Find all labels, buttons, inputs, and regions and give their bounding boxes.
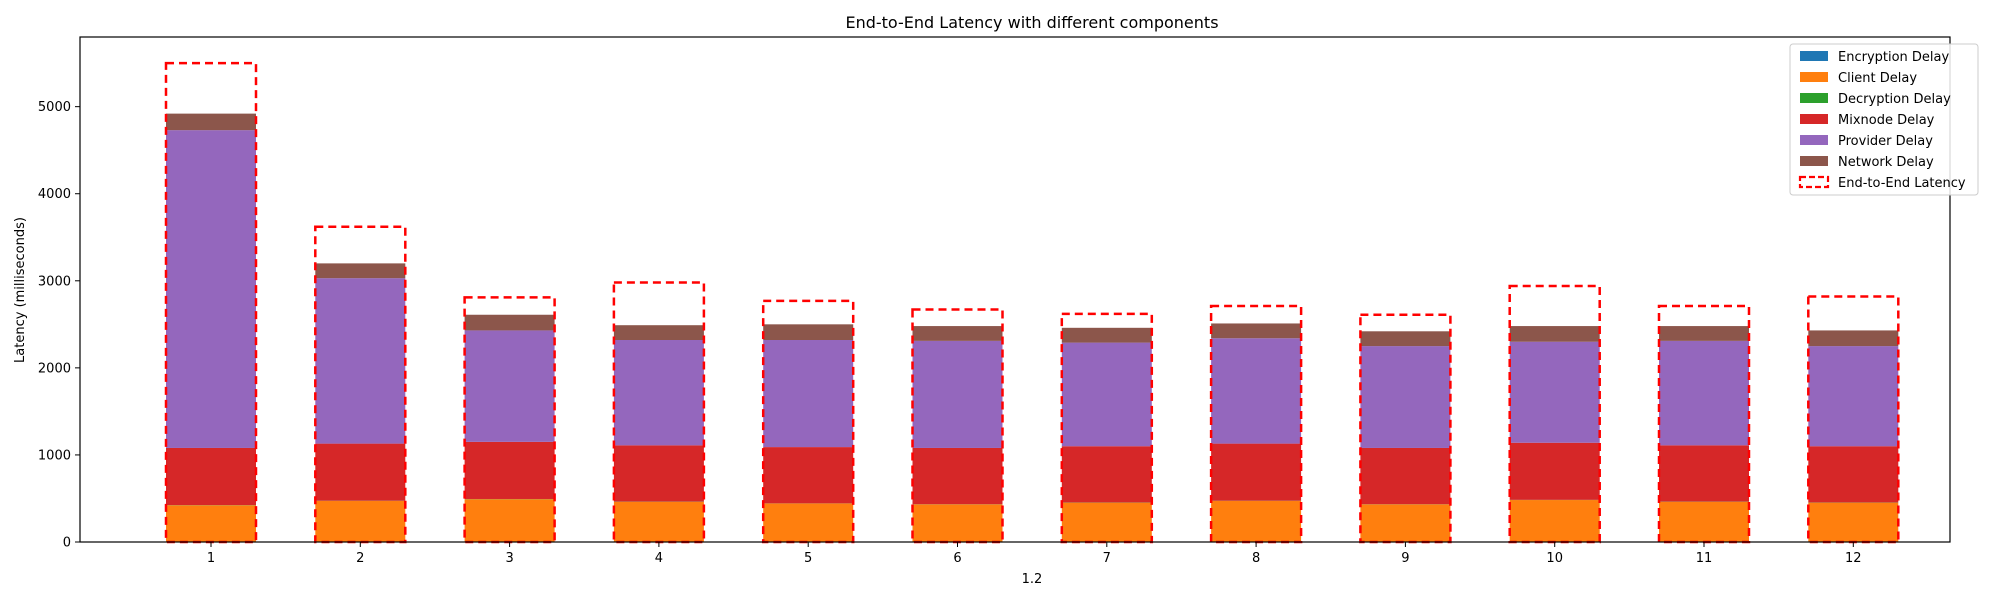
y-axis-ticks: 0 1000 2000 3000 4000 5000	[38, 100, 80, 551]
x-axis-label: 1.2	[1022, 572, 1043, 587]
bars-layer	[166, 113, 1899, 542]
bar-segment-client-delay	[1211, 500, 1302, 542]
bar-segment-client-delay	[613, 501, 704, 542]
bar-segment-network-delay	[613, 325, 704, 340]
x-tick-label: 6	[953, 551, 961, 566]
x-tick-label: 10	[1546, 551, 1563, 566]
bar-segment-provider-delay	[1061, 342, 1152, 447]
bar-segment-client-delay	[1509, 500, 1600, 542]
bar-segment-mixnode-delay	[1360, 447, 1451, 505]
bar-segment-network-delay	[1659, 326, 1749, 341]
x-tick-label: 12	[1845, 551, 1862, 566]
legend-swatch	[1800, 156, 1828, 166]
bar-segment-provider-delay	[613, 340, 704, 446]
bar-segment-network-delay	[1061, 327, 1152, 343]
y-tick-label: 1000	[38, 448, 71, 463]
bar-segment-mixnode-delay	[1808, 446, 1899, 503]
bar-segment-provider-delay	[763, 340, 854, 448]
x-tick-label: 3	[505, 551, 513, 566]
legend-label: Client Delay	[1838, 71, 1917, 86]
bar-segment-client-delay	[1808, 502, 1899, 542]
x-tick-label: 9	[1401, 551, 1409, 566]
bar-segment-provider-delay	[1659, 340, 1749, 446]
legend-label: Network Delay	[1838, 155, 1934, 170]
bar-segment-network-delay	[1808, 330, 1899, 347]
bar-segment-mixnode-delay	[763, 447, 854, 504]
legend-swatch	[1800, 72, 1828, 82]
bar-segment-mixnode-delay	[464, 441, 555, 499]
bar-segment-network-delay	[763, 324, 854, 340]
x-tick-label: 2	[356, 551, 364, 566]
bar-segment-network-delay	[166, 113, 256, 131]
bar-segment-network-delay	[1509, 326, 1600, 342]
legend-label: Encryption Delay	[1838, 50, 1950, 65]
bar-segment-client-delay	[464, 499, 555, 542]
bar-segment-network-delay	[912, 326, 1003, 341]
bar-segment-mixnode-delay	[1659, 445, 1749, 502]
bar-segment-client-delay	[763, 503, 854, 542]
x-axis-ticks: 1 2 3 4 5 6 7 8 9 10 11 12	[207, 542, 1862, 566]
bar-segment-network-delay	[1211, 323, 1302, 339]
legend-frame	[1789, 43, 1979, 196]
bar-segment-client-delay	[1360, 504, 1451, 542]
x-tick-label: 5	[804, 551, 812, 566]
bar-segment-client-delay	[166, 505, 256, 542]
legend-swatch	[1798, 175, 1830, 189]
legend-label: Decryption Delay	[1838, 92, 1951, 107]
bar-segment-provider-delay	[1211, 338, 1302, 444]
legend-swatch	[1800, 114, 1828, 124]
bar-segment-client-delay	[315, 500, 406, 542]
x-tick-label: 7	[1103, 551, 1111, 566]
bar-segment-provider-delay	[315, 278, 406, 444]
y-tick-label: 5000	[38, 100, 71, 115]
legend-label: Provider Delay	[1838, 134, 1933, 149]
bar-segment-mixnode-delay	[613, 445, 704, 502]
bar-segment-mixnode-delay	[1061, 446, 1152, 503]
bar-segment-mixnode-delay	[1211, 443, 1302, 501]
legend-swatch	[1800, 135, 1828, 145]
y-tick-label: 3000	[38, 274, 71, 289]
bar-segment-client-delay	[1659, 501, 1749, 542]
bar-segment-client-delay	[912, 504, 1003, 542]
plot-frame	[79, 36, 1951, 543]
bar-segment-provider-delay	[1360, 346, 1451, 448]
x-tick-label: 8	[1252, 551, 1260, 566]
x-tick-label: 4	[655, 551, 663, 566]
legend-label: End-to-End Latency	[1838, 176, 1966, 191]
bar-segment-provider-delay	[1808, 346, 1899, 447]
bar-segment-mixnode-delay	[315, 443, 406, 501]
y-tick-label: 2000	[38, 361, 71, 376]
y-axis-label: Latency (milliseconds)	[13, 217, 28, 363]
end-to-end-outline	[314, 225, 407, 544]
bar-segment-network-delay	[315, 263, 406, 279]
x-tick-label: 1	[207, 551, 215, 566]
legend: Encryption Delay Client Delay Decryption D…	[1789, 43, 1979, 196]
end-to-end-outline	[1060, 312, 1154, 544]
bar-segment-provider-delay	[912, 340, 1003, 448]
bar-segment-provider-delay	[166, 130, 256, 448]
legend-items: Encryption Delay Client Delay Decryption D…	[1798, 50, 1966, 191]
legend-swatch	[1800, 51, 1828, 61]
chart-title: End-to-End Latency with different compon…	[845, 13, 1218, 32]
bar-segment-mixnode-delay	[166, 447, 256, 506]
end-to-end-outline	[761, 299, 855, 544]
x-tick-label: 11	[1696, 551, 1713, 566]
legend-swatch	[1800, 93, 1828, 103]
y-tick-label: 0	[63, 536, 71, 551]
bar-segment-provider-delay	[464, 330, 555, 442]
y-tick-label: 4000	[38, 187, 71, 202]
bar-segment-mixnode-delay	[1509, 442, 1600, 500]
bar-segment-network-delay	[464, 314, 555, 331]
bar-segment-mixnode-delay	[912, 447, 1003, 505]
bar-segment-network-delay	[1360, 331, 1451, 347]
bar-segment-provider-delay	[1509, 341, 1600, 443]
bar-segment-client-delay	[1061, 502, 1152, 542]
legend-label: Mixnode Delay	[1838, 113, 1935, 128]
end-to-end-outline	[1359, 313, 1452, 544]
